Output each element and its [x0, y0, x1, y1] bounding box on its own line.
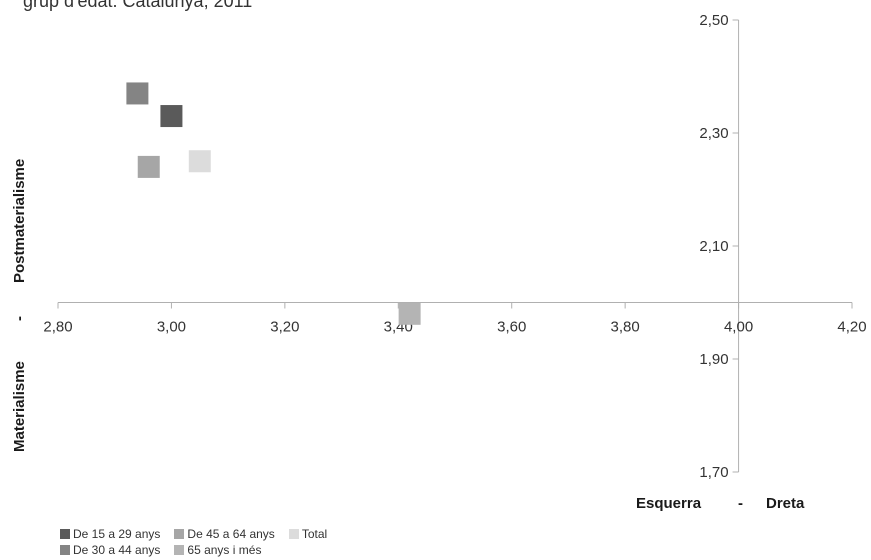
y-tick-label: 1,70: [699, 464, 728, 481]
x-tick-label: 2,80: [43, 319, 72, 336]
legend-item: 65 anys i més: [174, 543, 274, 557]
y-axis-label-bottom: Materialisme: [11, 361, 28, 452]
legend-label: 65 anys i més: [187, 543, 262, 557]
x-axis-label-right: Dreta: [766, 495, 805, 512]
point-series-2: [137, 155, 160, 178]
legend: De 15 a 29 anys De 45 a 64 anys Total De 30…: [60, 527, 327, 557]
axes: [57, 19, 853, 473]
x-tick-label: 3,00: [157, 319, 186, 336]
point-series-0: [160, 105, 183, 128]
legend-item: De 45 a 64 anys: [174, 527, 275, 541]
legend-label: De 45 a 64 anys: [187, 527, 275, 541]
legend-label: De 15 a 29 anys: [73, 527, 161, 541]
legend-swatch: [60, 529, 70, 539]
x-tick-label: 3,20: [270, 319, 299, 336]
y-axis-label-separator: -: [11, 316, 28, 321]
y-tick-label: 2,50: [699, 12, 728, 29]
y-tick-labels: 1,70 1,90 2,10 2,30 2,50: [699, 12, 728, 481]
legend-item: Total: [288, 527, 328, 541]
x-tick-labels: 2,80 3,00 3,20 3,40 3,60 3,80 4,00 4,20: [43, 319, 866, 336]
y-tick-label: 1,90: [699, 351, 728, 368]
legend-item: De 15 a 29 anys: [60, 527, 160, 541]
legend-swatch: [174, 529, 185, 539]
x-tick-label: 4,20: [837, 319, 866, 336]
legend-item: De 30 a 44 anys: [60, 543, 160, 557]
point-series-1: [126, 82, 149, 105]
x-tick-label: 3,80: [611, 319, 640, 336]
y-tick-label: 2,30: [699, 125, 728, 142]
x-axis-label-left: Esquerra: [636, 495, 702, 512]
point-series-4: [188, 150, 211, 173]
y-tick-label: 2,10: [699, 238, 728, 255]
point-series-3: [398, 302, 421, 325]
legend-swatch: [288, 529, 299, 539]
legend-label: De 30 a 44 anys: [73, 543, 161, 557]
x-axis-label-separator: -: [738, 495, 743, 512]
data-points: [126, 82, 421, 325]
legend-swatch: [60, 545, 70, 555]
legend-swatch: [174, 545, 185, 555]
y-axis-label-top: Postmaterialisme: [11, 159, 28, 283]
chart-title: grup d'edat. Catalunya, 2011: [23, 0, 253, 11]
x-tick-label: 4,00: [724, 319, 753, 336]
x-tick-label: 3,60: [497, 319, 526, 336]
legend-label: Total: [301, 527, 328, 541]
